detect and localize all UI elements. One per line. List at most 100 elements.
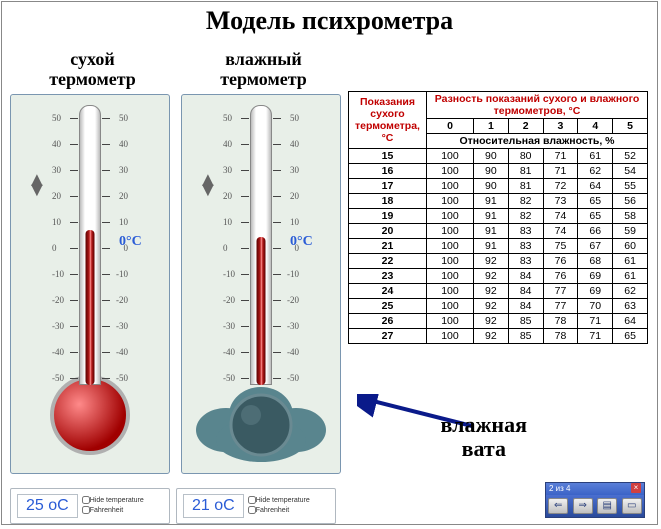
table-cell: 61 (578, 149, 613, 164)
table-cell: 84 (508, 269, 543, 284)
table-cell: 67 (578, 239, 613, 254)
tick-label: 50 (290, 113, 299, 123)
fahrenheit-checkbox[interactable]: Fahrenheit (248, 507, 289, 514)
zero-degree-label: 0°C (290, 234, 313, 250)
table-cell: 24 (349, 284, 427, 299)
tick-label: 20 (119, 191, 128, 201)
nav-next-button[interactable]: ⇒ (573, 498, 593, 514)
table-cell: 100 (427, 164, 474, 179)
tick-label: 0 (223, 243, 228, 253)
table-cell: 63 (613, 299, 648, 314)
table-cell: 100 (427, 254, 474, 269)
tick-label: 0 (52, 243, 57, 253)
table-cell: 71 (578, 329, 613, 344)
table-cell: 65 (613, 329, 648, 344)
table-cell: 84 (508, 299, 543, 314)
tick-label: -30 (116, 321, 128, 331)
table-cell: 83 (508, 224, 543, 239)
tick-label: -20 (223, 295, 235, 305)
tick-label: -10 (287, 269, 299, 279)
table-cell: 65 (578, 209, 613, 224)
tick-label: 40 (290, 139, 299, 149)
table-cell: 74 (543, 209, 578, 224)
table-cell: 92 (473, 284, 508, 299)
caption-line2: вата (441, 437, 527, 461)
slide-navigator[interactable]: 2 из 4 × ⇐ ⇒ ▤ ▭ (545, 482, 645, 518)
table-cell: 100 (427, 224, 474, 239)
table-cell: 25 (349, 299, 427, 314)
table-cell: 100 (427, 269, 474, 284)
page-title: Модель психрометра (2, 6, 657, 36)
table-cell: 26 (349, 314, 427, 329)
tick-label: 50 (119, 113, 128, 123)
tick-label: 30 (52, 165, 61, 175)
table-cell: 82 (508, 194, 543, 209)
table-cell: 78 (543, 329, 578, 344)
tick-label: -10 (52, 269, 64, 279)
navigator-buttons: ⇐ ⇒ ▤ ▭ (546, 495, 644, 517)
table-cell: 72 (543, 179, 578, 194)
tick-label: 40 (223, 139, 232, 149)
table-cell: 71 (578, 314, 613, 329)
table-cell: 91 (473, 239, 508, 254)
scale-ticks: 5050404030302020101000-10-10-20-20-30-30… (241, 113, 281, 383)
navigator-titlebar: 2 из 4 × (546, 483, 644, 495)
fahrenheit-checkbox[interactable]: Fahrenheit (82, 507, 123, 514)
thermometer-label: влажныйтермометр (181, 50, 346, 94)
nav-prev-button[interactable]: ⇐ (548, 498, 568, 514)
table-cell: 71 (543, 149, 578, 164)
humidity-table: Показания сухого термометра, °C Разность… (348, 91, 648, 344)
table-cell: 27 (349, 329, 427, 344)
table-cell: 100 (427, 329, 474, 344)
tick-label: 40 (52, 139, 61, 149)
table-cell: 16 (349, 164, 427, 179)
table-cell: 59 (613, 224, 648, 239)
table-cell: 62 (613, 284, 648, 299)
tick-label: -30 (223, 321, 235, 331)
table-cell: 76 (543, 269, 578, 284)
table-cell: 75 (543, 239, 578, 254)
thermometer-glass: 5050404030302020101000-10-10-20-20-30-30… (60, 105, 120, 405)
tick-label: 10 (119, 217, 128, 227)
table-cell: 61 (613, 269, 648, 284)
tick-label: 50 (223, 113, 232, 123)
reading-box: 25 oCHide temperature Fahrenheit (10, 488, 170, 524)
table-cell: 83 (508, 254, 543, 269)
drag-handle-icon[interactable]: ▲▼ (198, 175, 216, 197)
navigator-close-icon[interactable]: × (631, 483, 641, 493)
nav-fullscreen-button[interactable]: ▭ (622, 498, 642, 514)
table-cell: 17 (349, 179, 427, 194)
hide-temp-checkbox[interactable]: Hide temperature (82, 497, 144, 504)
tick-label: 20 (290, 191, 299, 201)
table-cell: 69 (578, 269, 613, 284)
thermometer-options: Hide temperature Fahrenheit (82, 496, 144, 516)
wet-thermometer: влажныйтермометр 5050404030302020101000-… (181, 50, 346, 474)
table-cell: 85 (508, 329, 543, 344)
tick-label: 30 (290, 165, 299, 175)
tick-label: -20 (116, 295, 128, 305)
tick-label: 10 (290, 217, 299, 227)
thermometer-options: Hide temperature Fahrenheit (248, 496, 310, 516)
table-cell: 71 (543, 164, 578, 179)
tick-label: -40 (116, 347, 128, 357)
table-cell: 100 (427, 314, 474, 329)
table-cell: 100 (427, 194, 474, 209)
tick-label: 10 (52, 217, 61, 227)
temperature-reading: 25 oC (17, 494, 78, 518)
app-frame: Модель психрометра сухойтермометр5050404… (1, 1, 658, 525)
table-cell: 78 (543, 314, 578, 329)
tick-label: -10 (116, 269, 128, 279)
table-cell: 92 (473, 299, 508, 314)
table-cell: 90 (473, 149, 508, 164)
temperature-reading: 21 oC (183, 494, 244, 518)
table-cell: 92 (473, 254, 508, 269)
drag-handle-icon[interactable]: ▲▼ (27, 175, 45, 197)
table-cell: 23 (349, 269, 427, 284)
table-cell: 18 (349, 194, 427, 209)
table-cell: 81 (508, 179, 543, 194)
table-cell: 85 (508, 314, 543, 329)
nav-menu-button[interactable]: ▤ (597, 498, 617, 514)
table-cell: 100 (427, 284, 474, 299)
hide-temp-checkbox[interactable]: Hide temperature (248, 497, 310, 504)
tick-label: -50 (287, 373, 299, 383)
